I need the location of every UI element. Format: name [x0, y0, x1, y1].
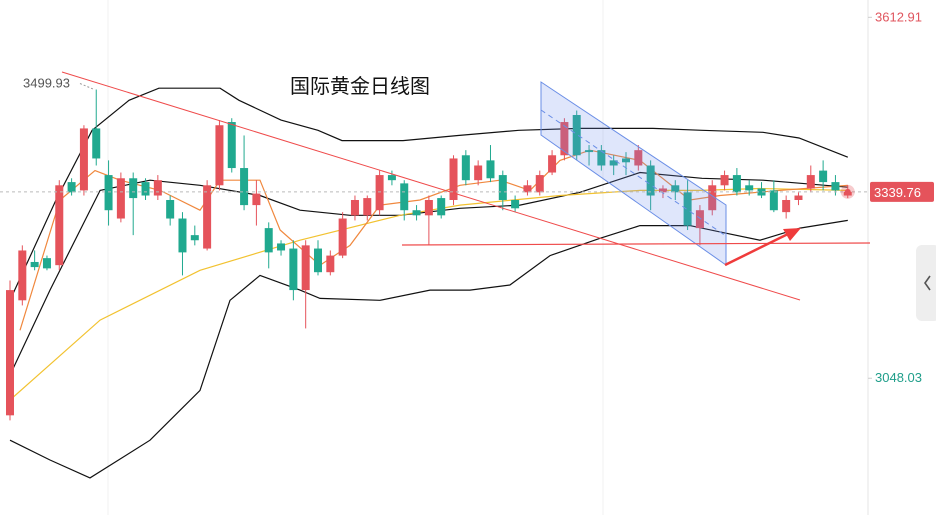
last-price-label: 3339.76 [874, 185, 921, 200]
candle-body [523, 185, 532, 193]
candle-body [683, 192, 692, 226]
collapse-button[interactable] [916, 245, 936, 321]
support-line [401, 242, 871, 246]
candle-body [314, 248, 322, 273]
candle-body [622, 158, 630, 163]
candle-body [732, 175, 741, 193]
candle-body [301, 245, 310, 291]
indicator-line [9, 171, 848, 376]
candle-body [782, 199, 791, 213]
candle-body [597, 150, 606, 166]
candle-body [794, 195, 803, 200]
candle-body [671, 185, 680, 193]
candle-body [178, 218, 187, 253]
candle-body [585, 150, 594, 153]
candle-body [116, 178, 125, 219]
candle-body [6, 290, 14, 416]
candle-body [153, 180, 162, 196]
candle-body [806, 175, 815, 189]
candle-body [326, 255, 335, 273]
candle-body [166, 199, 175, 219]
candle-body [560, 122, 569, 156]
candle-body [412, 210, 421, 216]
candle-body [129, 178, 138, 199]
candle-body [264, 228, 273, 253]
candle-body [55, 185, 64, 266]
candle-body [658, 188, 667, 193]
last-price-dot [844, 188, 851, 195]
candle-body [819, 170, 828, 183]
indicator-line [9, 187, 848, 401]
candle-body [437, 198, 446, 216]
candle-body [18, 250, 27, 301]
candle-body [449, 158, 458, 200]
candle-body [30, 261, 39, 268]
candle-body [708, 185, 717, 211]
candle-body [572, 115, 581, 156]
candle-body [548, 155, 557, 173]
candle-body [831, 182, 840, 191]
candle-body [104, 175, 113, 211]
y-tick-label: 3612.91 [875, 9, 922, 24]
last-price-box [870, 181, 934, 202]
candle-body [757, 188, 766, 196]
candle-body [486, 160, 495, 179]
candle-body [400, 183, 409, 211]
candle-body [92, 128, 101, 159]
plot [6, 87, 852, 479]
candle-body [67, 182, 76, 193]
high-leader [79, 83, 95, 90]
candle-body [634, 150, 643, 166]
candle-body [363, 198, 372, 216]
y-tick-label: 3048.03 [875, 370, 922, 385]
candle-body [535, 175, 544, 193]
candle-body [769, 190, 778, 211]
candle-body [79, 128, 88, 191]
candle-body [240, 168, 249, 206]
candle-body [387, 175, 396, 181]
candle-body [498, 175, 507, 200]
candle-body [695, 210, 704, 229]
candle-body [141, 182, 150, 196]
candle-body [289, 248, 298, 291]
indicator-line [9, 87, 849, 301]
candle-body [277, 243, 286, 251]
channel-midline [540, 109, 727, 237]
collapse-button-bg[interactable] [916, 245, 936, 321]
candle-body [720, 175, 729, 186]
arrow-head [783, 228, 801, 241]
chevron-icon[interactable] [924, 275, 931, 291]
trend-line [61, 71, 801, 301]
candle-body [42, 258, 51, 269]
candle-body [745, 185, 754, 191]
candle-body [252, 193, 261, 206]
candle-body [609, 160, 618, 166]
candle-body [511, 199, 520, 209]
candle-body [203, 185, 212, 249]
candle-body [215, 125, 224, 186]
candle-body [190, 235, 199, 241]
candle-body [646, 165, 655, 196]
high-label: 3499.93 [23, 75, 70, 90]
indicator-line [9, 219, 848, 479]
candle-body [338, 218, 347, 256]
arrow [724, 231, 791, 267]
candle-body [474, 165, 483, 181]
candle-body [350, 199, 359, 216]
candle-body [461, 155, 470, 181]
chart-title: 国际黄金日线图 [290, 75, 430, 98]
candle-body [375, 175, 384, 211]
candle-body [424, 199, 433, 216]
candle-body [227, 122, 236, 169]
